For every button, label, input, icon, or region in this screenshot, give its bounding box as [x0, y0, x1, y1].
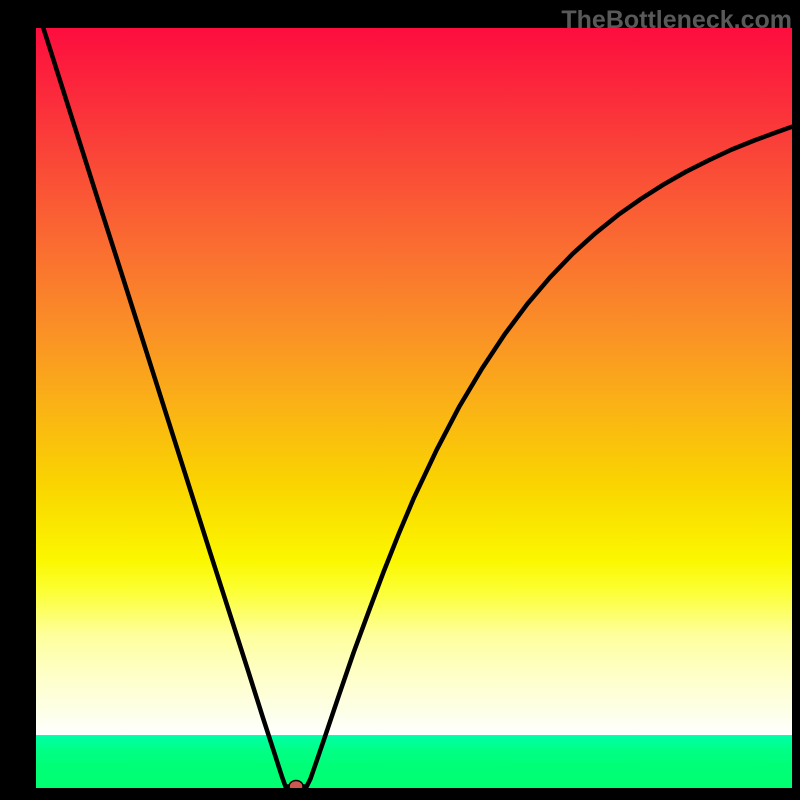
- gradient-background: [36, 28, 792, 788]
- chart-container: TheBottleneck.com: [0, 0, 800, 800]
- watermark-text: TheBottleneck.com: [561, 6, 792, 35]
- chart-svg: [36, 28, 792, 788]
- plot-area: [36, 28, 792, 788]
- bottleneck-marker: [289, 780, 303, 788]
